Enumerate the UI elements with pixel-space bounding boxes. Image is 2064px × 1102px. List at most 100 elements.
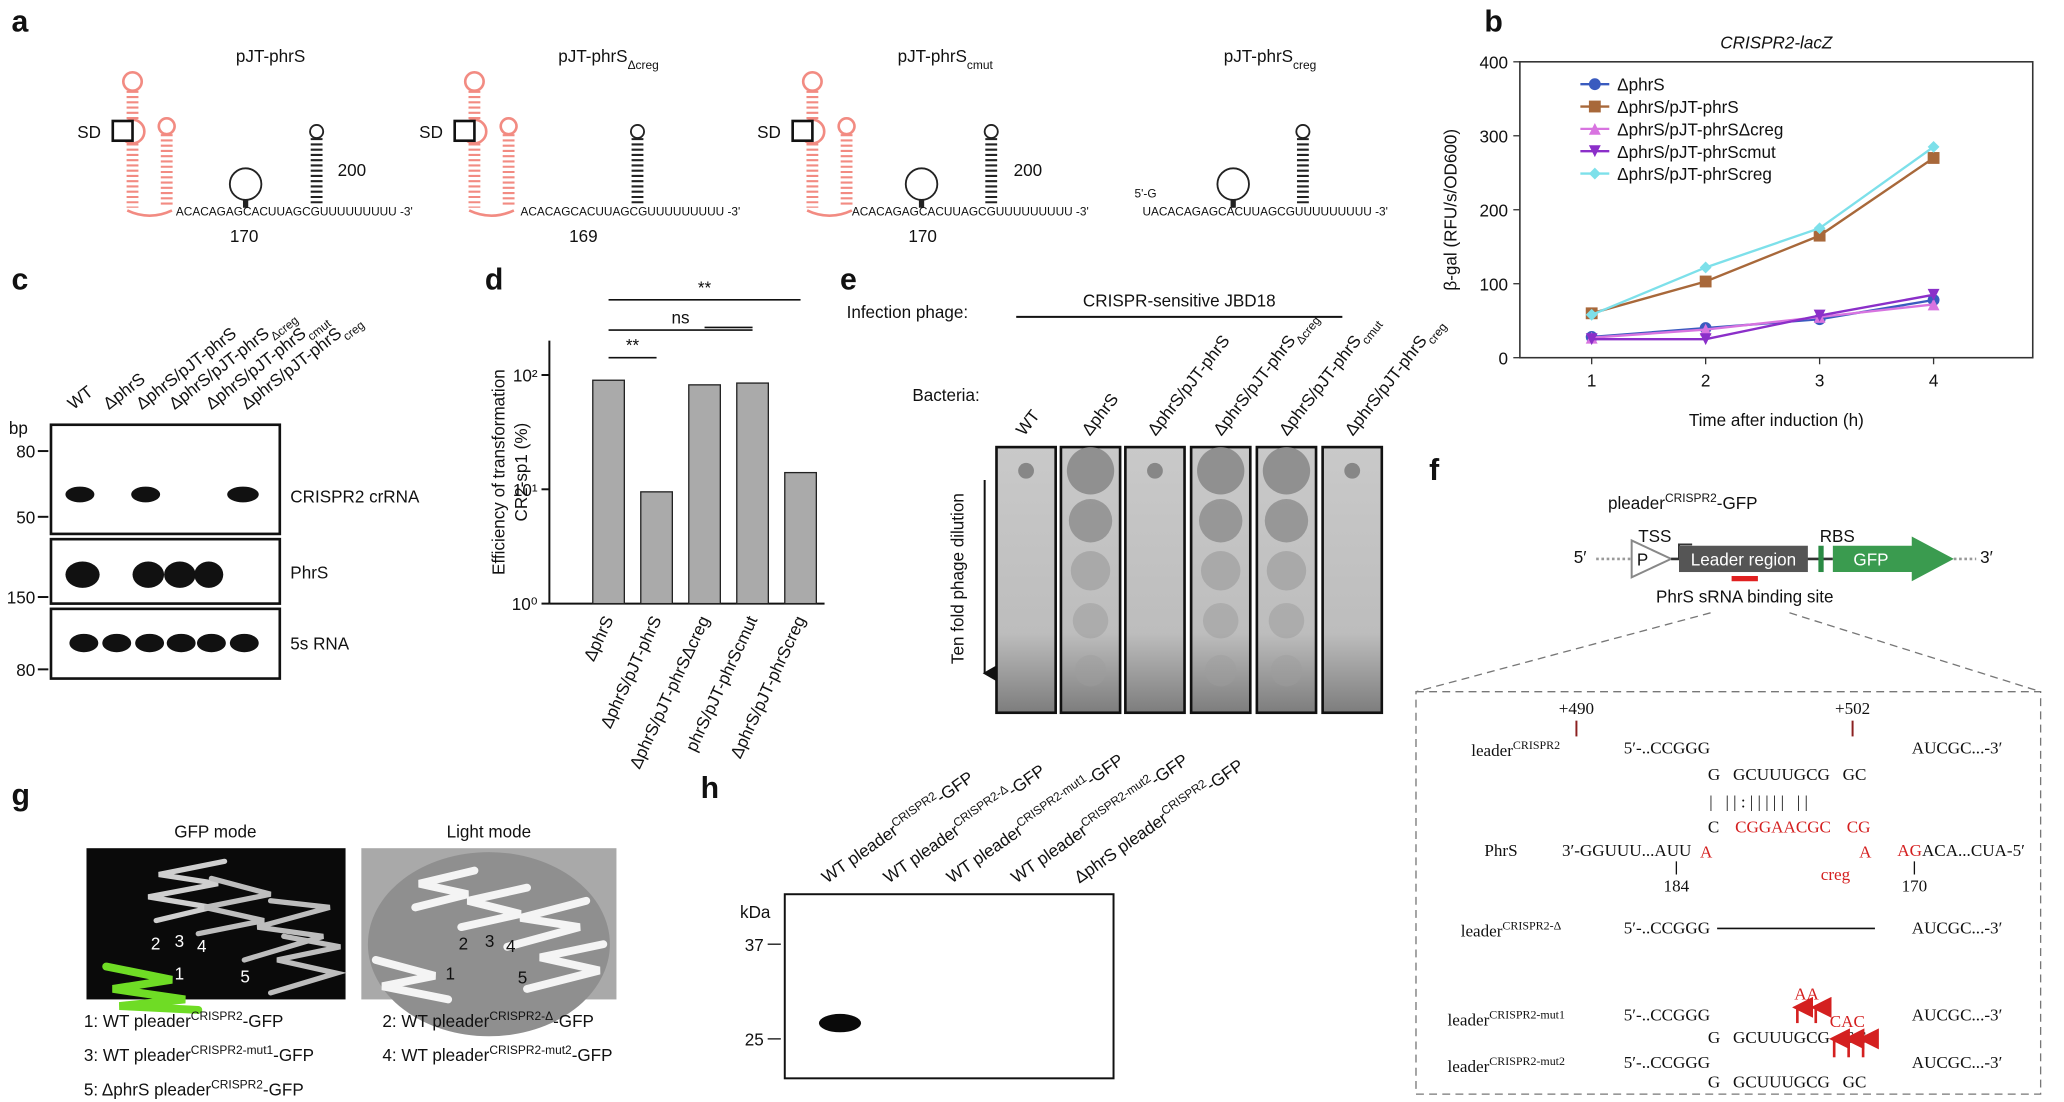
significance-label: ** xyxy=(626,336,640,355)
position: 170 xyxy=(908,227,937,246)
seq: 5′-..CCGGG xyxy=(1624,1053,1710,1072)
seq: 3′-GGUUU...AUU xyxy=(1562,841,1691,860)
plaque-spot xyxy=(1147,462,1163,479)
part: 5: ΔphrS pleader xyxy=(84,1080,212,1099)
y-tick-label: 0 xyxy=(1499,349,1509,368)
seq: AUCGC...-3′ xyxy=(1912,1053,2003,1072)
sequence: ACACAGAGCACUUAGCGUUUUUUUUU -3' xyxy=(852,205,1089,219)
circle xyxy=(1216,167,1250,201)
leader-label: Leader region xyxy=(1691,550,1796,569)
marker: 80 xyxy=(16,661,35,680)
caption: 4: WT pleaderCRISPR2-mut2-GFP xyxy=(382,1043,612,1065)
panel-label: g xyxy=(12,779,30,812)
bands xyxy=(65,486,259,653)
title-sub: Δcreg xyxy=(628,58,659,72)
spot-label: 2 xyxy=(459,934,469,953)
chart-title: CRISPR2-lacZ xyxy=(1720,34,1833,53)
panel-label: f xyxy=(1429,454,1440,487)
mutation: CAC xyxy=(1830,1012,1865,1031)
marker xyxy=(1585,308,1598,321)
marker xyxy=(1699,275,1712,288)
part: ACA...CUA-5′ xyxy=(1922,841,2025,860)
lane-label: ΔphrS/pJT-phrSΔcreg xyxy=(1210,307,1324,443)
construct-title: pleaderCRISPR2-GFP xyxy=(1608,491,1758,513)
circle xyxy=(309,124,325,139)
lane-part: WT xyxy=(64,382,97,414)
lane-part: WT xyxy=(1012,406,1044,439)
seq: G GCUUUGCG GC xyxy=(1708,1028,1866,1047)
part: -GFP xyxy=(263,1080,304,1099)
plaque-spot xyxy=(1262,447,1311,495)
position: 184 xyxy=(1664,877,1690,896)
sup: CRISPR2-mut1 xyxy=(1489,1008,1565,1022)
legend-label: ΔphrS/pJT-phrScreg xyxy=(1617,165,1772,184)
part: -GFP xyxy=(1004,761,1048,800)
sequence: ACACAGCACUUAGCGUUUUUUUUU -3' xyxy=(520,205,740,219)
sup: CRISPR2-mut1 xyxy=(191,1043,274,1057)
seq: G GCUUUGCG GC xyxy=(1708,765,1866,784)
phage-label: Infection phage: xyxy=(847,303,969,322)
x-tick-label: 2 xyxy=(1701,372,1711,391)
stem-position: 200 xyxy=(1014,161,1043,180)
ellipse xyxy=(164,561,196,588)
path xyxy=(147,858,228,924)
part: -GFP xyxy=(243,1012,284,1031)
part: -GFP xyxy=(1717,494,1758,513)
spot-label: 5 xyxy=(240,967,250,986)
stem-position: 200 xyxy=(338,161,367,180)
lane-label: ΔphrS xyxy=(1078,390,1122,439)
significance-label: ns xyxy=(672,308,690,327)
hairpin xyxy=(463,72,517,215)
y-tick-label: 200 xyxy=(1480,201,1509,220)
position: 170 xyxy=(1902,877,1928,896)
rbs-label: RBS xyxy=(1820,527,1855,546)
title-sub: cmut xyxy=(967,58,994,72)
phrs-label: PhrS xyxy=(1484,841,1517,860)
gel xyxy=(49,423,282,536)
panel-h: WT pleaderCRISPR2-GFP WT pleaderCRISPR2-… xyxy=(740,750,1247,1080)
ellipse xyxy=(196,633,226,653)
marker xyxy=(1588,167,1601,180)
y-tick-label: 10⁰ xyxy=(512,595,538,614)
plaque-spot xyxy=(1197,447,1245,495)
seq: A xyxy=(1700,842,1713,861)
tss: TSS xyxy=(1638,527,1671,546)
marker xyxy=(1927,152,1940,164)
ellipse xyxy=(132,561,165,588)
marker-ticks xyxy=(37,450,49,671)
construct-title: pJT-phrS xyxy=(236,47,305,66)
panel-label: c xyxy=(12,263,29,296)
y-tick-label: 10² xyxy=(513,367,538,386)
mode: Light mode xyxy=(447,823,532,842)
seq: AUCGC...-3′ xyxy=(1912,1005,2003,1024)
path xyxy=(102,962,203,1014)
marker xyxy=(1813,229,1826,242)
part: 4: WT pleader xyxy=(382,1046,489,1065)
ellipse xyxy=(166,633,196,653)
ellipse xyxy=(65,486,95,503)
part: CGGAACGC xyxy=(1735,817,1831,836)
sequence: ACACAGAGCACUUAGCGUUUUUUUUU -3' xyxy=(176,205,413,219)
panel-c: WT ΔphrS ΔphrS/pJT-phrS ΔphrS/pJT-phrSΔc… xyxy=(7,313,420,680)
circle xyxy=(904,167,939,201)
sd-box xyxy=(453,119,476,143)
seq: AUCGC...-3′ xyxy=(1912,739,2003,758)
leader-label: leaderCRISPR2-Δ xyxy=(1461,918,1562,940)
blot xyxy=(783,893,1115,1080)
seq: 5′-..CCGGG xyxy=(1624,1005,1710,1024)
ellipse xyxy=(194,561,224,588)
spot-label: 3 xyxy=(175,932,184,951)
series-line xyxy=(1591,156,1935,315)
plaque-spot xyxy=(1270,654,1303,687)
plaque-spot xyxy=(1070,551,1111,591)
part: -GFP xyxy=(1203,756,1247,795)
three-prime: 3′ xyxy=(1980,548,1993,567)
part: -GFP xyxy=(273,1046,314,1065)
marker xyxy=(1813,222,1826,235)
series-line xyxy=(1591,145,1935,316)
series-line xyxy=(1591,293,1934,341)
marker: 25 xyxy=(745,1030,764,1049)
bar xyxy=(784,471,817,605)
